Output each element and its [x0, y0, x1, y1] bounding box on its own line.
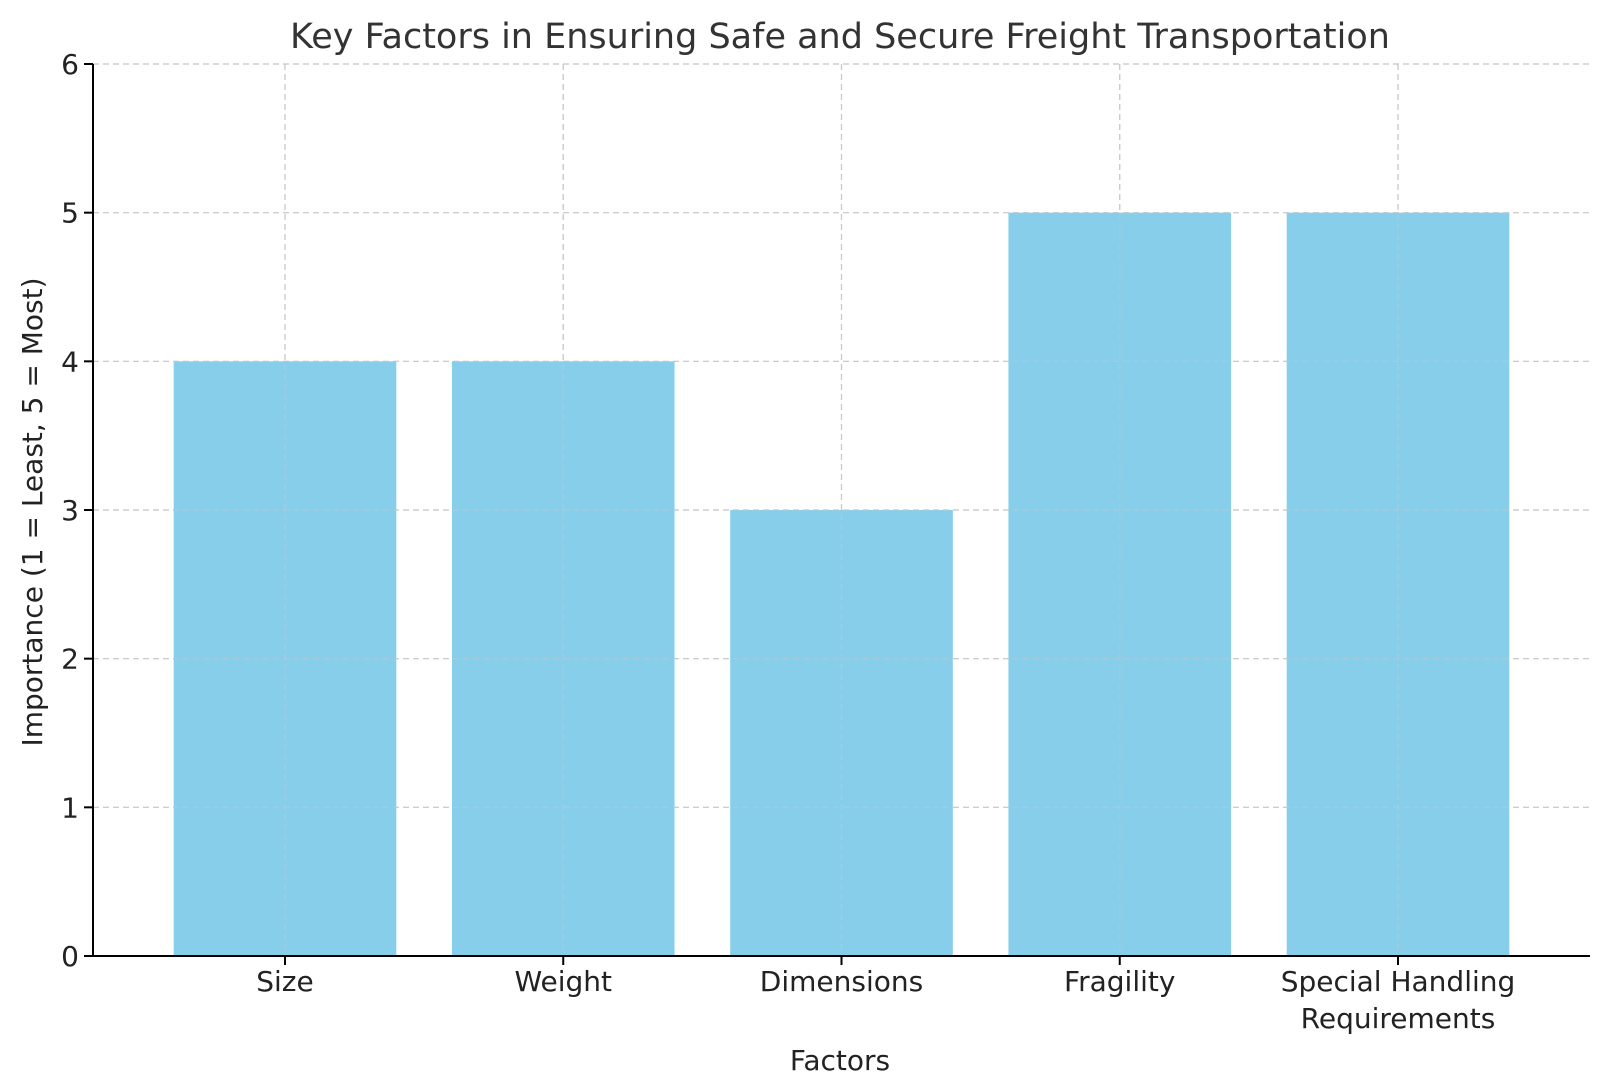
x-tick-label: Size — [256, 965, 313, 998]
y-axis-label: Importance (1 = Least, 5 = Most) — [16, 277, 49, 746]
y-tick-label: 2 — [61, 643, 79, 676]
x-tick-label: Weight — [514, 965, 612, 998]
ticks: 0 1 2 3 4 5 6 Size Weight Dimensions Fragility Spec… — [61, 48, 1515, 1035]
x-tick-label: Special Handling Requirements — [1281, 965, 1516, 1035]
x-tick-label: Fragility — [1064, 965, 1175, 998]
y-tick-label: 4 — [61, 345, 79, 378]
y-tick-label: 3 — [61, 494, 79, 527]
x-tick-label: Dimensions — [760, 965, 923, 998]
y-tick-label: 6 — [61, 48, 79, 81]
bars — [93, 63, 1590, 956]
y-tick-label: 5 — [61, 197, 79, 230]
x-axis-label: Factors — [790, 1044, 890, 1077]
y-tick-label: 1 — [61, 791, 79, 824]
chart-title: Key Factors in Ensuring Safe and Secure … — [290, 17, 1390, 57]
y-tick-label: 0 — [61, 940, 79, 973]
